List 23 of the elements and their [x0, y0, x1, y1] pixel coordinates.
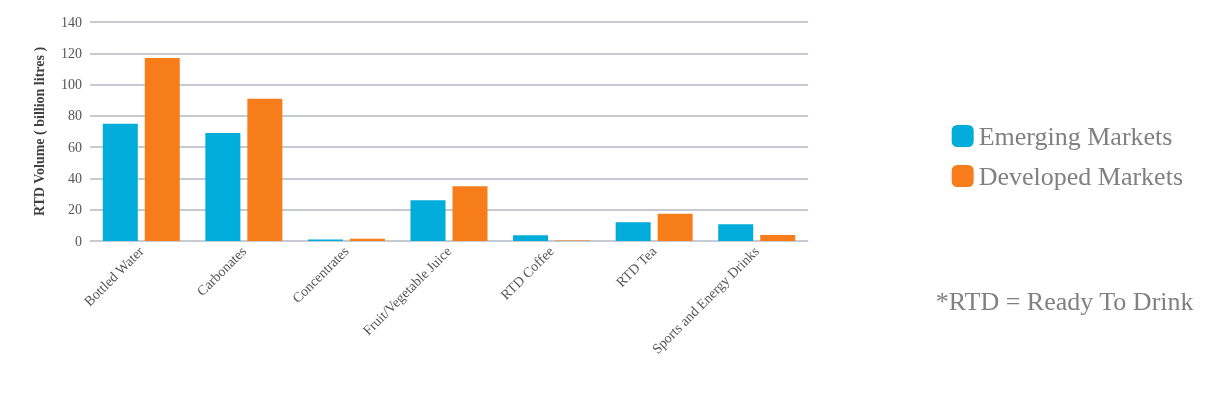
y-tick-label: 120 [61, 45, 82, 61]
bar [144, 57, 180, 241]
y-tick-label: 20 [68, 202, 82, 218]
legend-label: Developed Markets [978, 161, 1184, 191]
bar [657, 213, 693, 241]
text: *RTD = Ready To Drink [935, 286, 1194, 316]
bar [615, 222, 651, 241]
y-tick-label: 140 [61, 14, 82, 30]
bar [410, 200, 446, 241]
y-axis-title: RTD Volume ( billion litres ) [31, 46, 48, 217]
bar [205, 133, 241, 241]
bar [718, 224, 754, 241]
y-tick-label: 80 [68, 108, 82, 124]
y-tick-label: 0 [75, 233, 82, 249]
y-tick-label: 40 [68, 170, 82, 186]
y-tick-label: 100 [61, 77, 82, 93]
bar [513, 235, 549, 241]
bar [102, 123, 138, 241]
bar [452, 186, 488, 241]
y-tick-label: 60 [68, 139, 82, 155]
bar [760, 235, 796, 241]
bar [247, 98, 283, 241]
legend-label: Emerging Markets [978, 121, 1173, 151]
